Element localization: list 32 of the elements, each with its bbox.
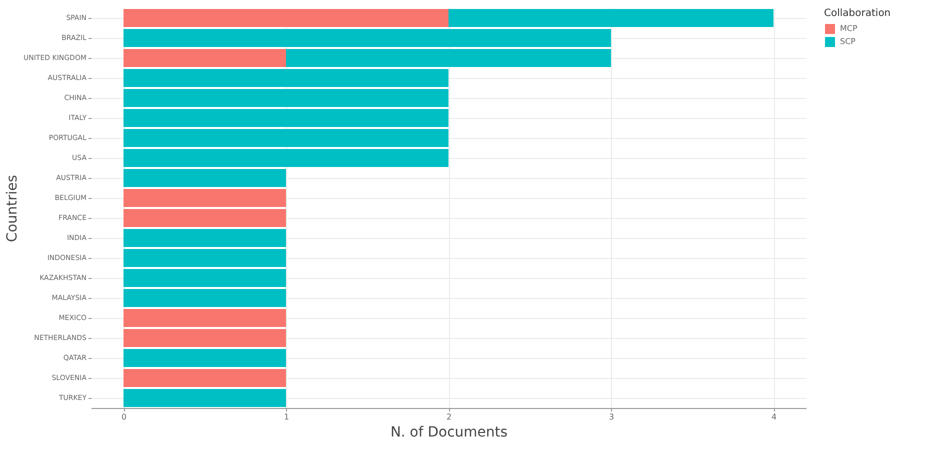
legend-title: Collaboration xyxy=(824,8,891,19)
x-tick-label: 3 xyxy=(608,412,614,422)
bar xyxy=(124,269,286,287)
bar xyxy=(124,9,448,27)
x-tick-label: 1 xyxy=(284,412,290,422)
x-tick-label: 4 xyxy=(771,412,777,422)
bar xyxy=(286,49,611,67)
bar xyxy=(124,289,286,307)
bar xyxy=(124,109,448,127)
bar xyxy=(448,9,774,27)
bar xyxy=(124,69,448,87)
legend-label: MCP xyxy=(840,24,858,33)
bar xyxy=(124,189,286,207)
bar xyxy=(124,369,286,387)
bar xyxy=(124,49,286,67)
bar xyxy=(124,149,448,167)
bar xyxy=(124,229,286,247)
bar xyxy=(124,169,286,187)
bar xyxy=(124,249,286,267)
bar xyxy=(124,389,286,407)
x-tick-label: 2 xyxy=(446,412,452,422)
bar xyxy=(124,129,448,147)
y-axis-title: Countries xyxy=(4,174,21,242)
legend-label: SCP xyxy=(840,37,856,46)
x-tick-label: 0 xyxy=(121,412,127,422)
bar xyxy=(124,329,286,347)
bar xyxy=(124,29,611,47)
bar xyxy=(124,89,448,107)
bar xyxy=(124,309,286,327)
bar xyxy=(124,349,286,367)
bar xyxy=(124,209,286,227)
x-axis-title: N. of Documents xyxy=(390,424,508,440)
